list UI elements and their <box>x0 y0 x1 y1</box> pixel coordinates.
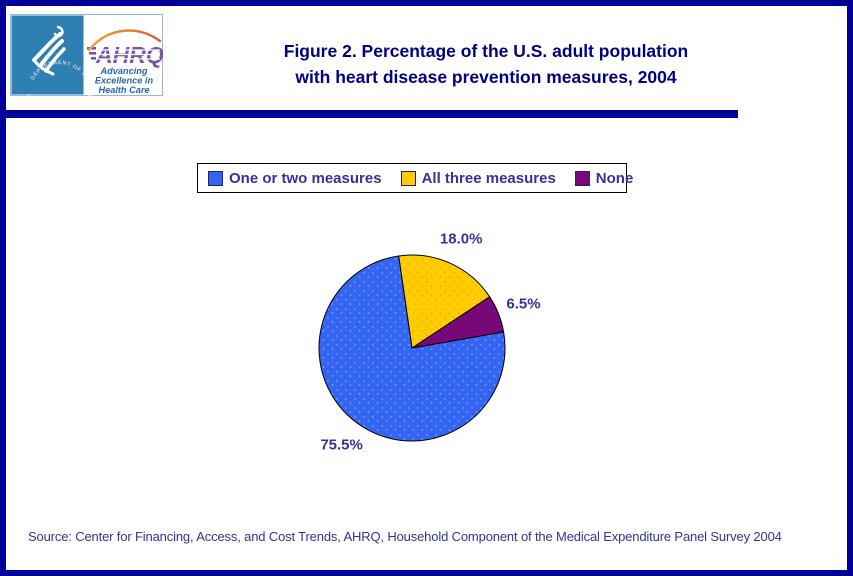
figure-title-line1: Figure 2. Percentage of the U.S. adult p… <box>283 41 689 61</box>
legend-label: One or two measures <box>229 169 382 187</box>
divider-bar <box>6 110 738 118</box>
svg-text:Health Care: Health Care <box>98 85 149 95</box>
figure-title-line2: with heart disease prevention measures, … <box>295 67 677 87</box>
chart-canvas: DEPARTMENT OF HEALTH & HUMAN SERVICES • … <box>6 6 847 570</box>
svg-text:Excellence in: Excellence in <box>95 76 154 86</box>
source-note: Source: Center for Financing, Access, an… <box>28 529 782 544</box>
data-label-all-three-measures: 18.0% <box>439 230 483 247</box>
svg-text:Advancing: Advancing <box>100 66 148 76</box>
ahrq-swoosh-icon <box>87 29 162 52</box>
legend-swatch-none <box>574 170 590 186</box>
legend-label: None <box>595 169 634 187</box>
legend-item-none: None <box>574 169 634 187</box>
pie-slice-none <box>411 296 505 349</box>
legend-label: All three measures <box>421 169 556 187</box>
figure-title: Figure 2. Percentage of the U.S. adult p… <box>146 38 826 90</box>
data-label-one-or-two-measures: 75.5% <box>320 436 363 454</box>
ahrq-tagline: Advancing Excellence in Health Care <box>95 66 154 95</box>
ahrq-letter-stripes <box>96 49 160 60</box>
pie-chart <box>318 254 506 442</box>
legend-swatch-all-three-measures <box>400 170 416 186</box>
ahrq-hhs-logo: DEPARTMENT OF HEALTH & HUMAN SERVICES • … <box>10 14 163 96</box>
legend-item-all-three-measures: All three measures <box>400 169 556 187</box>
chart-legend: One or two measures All three measures N… <box>197 163 633 193</box>
legend-swatch-one-or-two-measures <box>208 170 223 186</box>
data-label-none: 6.5% <box>506 295 541 313</box>
hhs-eagle-icon <box>32 25 66 76</box>
pie-slice-all-three-measures <box>398 254 491 349</box>
legend-item-one-or-two-measures: One or two measures <box>208 170 382 187</box>
